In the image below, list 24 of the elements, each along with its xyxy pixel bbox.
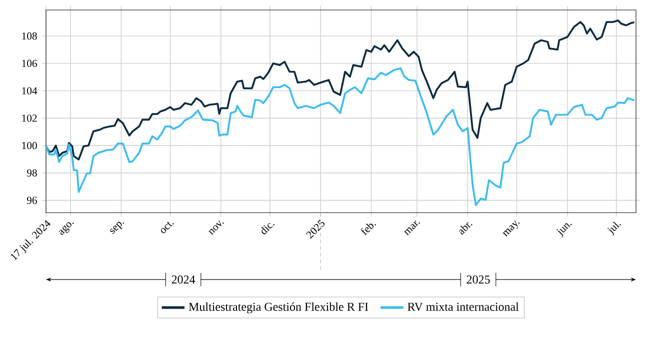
x-tick-label: sep. xyxy=(110,222,124,234)
text: 2024 xyxy=(172,275,196,284)
legend-label: RV mixta internacional xyxy=(408,302,519,311)
x-tick-label: ago. xyxy=(58,222,74,235)
x-tick-label: jul. xyxy=(608,222,621,236)
x-tick-label: jun. xyxy=(556,223,572,238)
x-tick-label: abr. xyxy=(459,222,472,235)
y-tick-label: 100 xyxy=(22,142,37,150)
line-series xyxy=(45,19,636,160)
x-tick-label: feb. xyxy=(361,224,376,236)
y-tick-label: 102 xyxy=(22,114,37,122)
x-tick-label: mar. xyxy=(404,220,420,236)
x-tick-label: oct. xyxy=(160,222,174,234)
y-tick-label: 104 xyxy=(22,87,38,94)
line-series xyxy=(45,67,636,206)
x-tick-label: nov. xyxy=(208,220,224,236)
y-tick-label: 96 xyxy=(26,196,37,204)
y-tick-label: 106 xyxy=(22,60,37,67)
x-tick-label: may. xyxy=(502,220,520,237)
x-tick-label: dic. xyxy=(260,222,274,234)
text: 2025 xyxy=(466,275,490,284)
y-tick-label: 98 xyxy=(26,169,37,177)
legend-label: Multiestrategia Gestión Flexible R FI xyxy=(188,302,368,314)
y-tick-label: 108 xyxy=(22,32,37,40)
